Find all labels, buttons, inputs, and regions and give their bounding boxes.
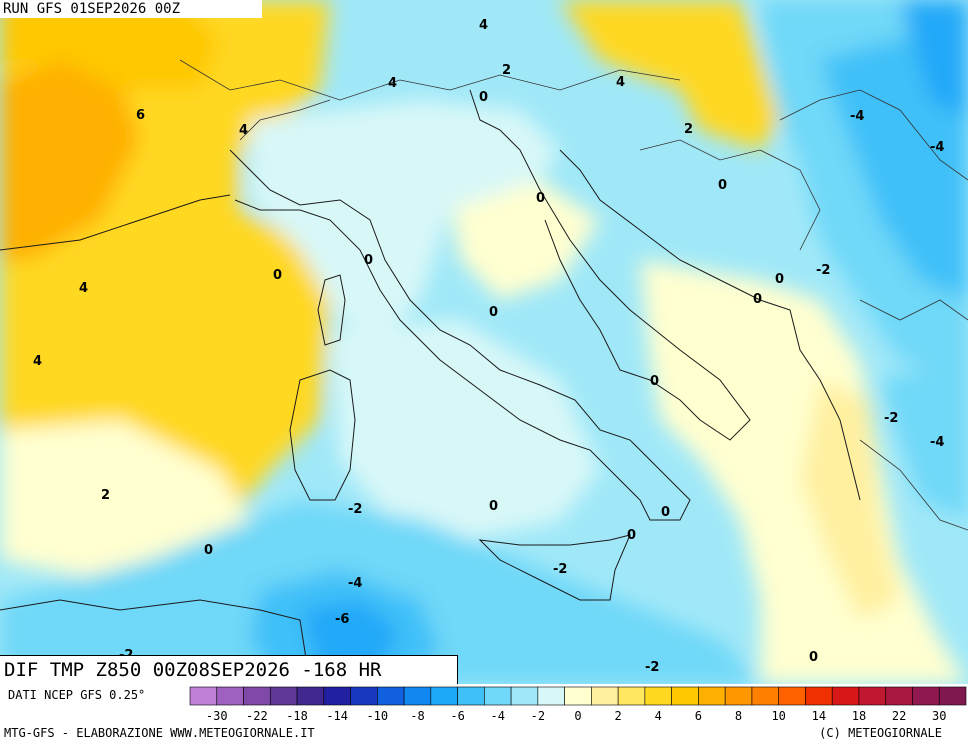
legend-swatch <box>484 686 512 706</box>
contour-label: 0 <box>536 191 545 206</box>
contour-label: -2 <box>553 562 567 577</box>
contour-label: 4 <box>616 75 625 90</box>
legend-tick-label: 18 <box>852 709 866 723</box>
legend-tick-label: 4 <box>655 709 662 723</box>
run-title: RUN GFS 01SEP2026 00Z <box>0 0 262 18</box>
legend-tick-label: -22 <box>246 709 268 723</box>
legend-swatch <box>938 686 967 706</box>
legend-swatch <box>243 686 271 706</box>
legend-tick-label: -8 <box>410 709 424 723</box>
credits-left: MTG-GFS - ELABORAZIONE WWW.METEOGIORNALE… <box>4 726 315 740</box>
contour-label-extra: 0 <box>627 528 636 543</box>
legend-swatch <box>858 686 887 706</box>
legend-tick-label: -4 <box>490 709 504 723</box>
contour-label: -2 <box>348 502 362 517</box>
legend-swatch <box>350 686 378 706</box>
legend-tick-label: 8 <box>735 709 742 723</box>
temperature-anomaly-map: 4 2 4 4 6 4 0 2 -4 -4 0 0 0 -2 0 0 4 4 0… <box>0 0 968 684</box>
legend-swatch <box>885 686 913 706</box>
legend-tick-label: 22 <box>892 709 906 723</box>
legend-swatch <box>323 686 351 706</box>
legend-swatch <box>216 686 244 706</box>
contour-label: 0 <box>775 272 784 287</box>
legend-bar: -30 -22 -18 -14 -10 -8 -6 -4 -2 0 2 4 6 8 10 14 18 22 30 <box>189 686 967 723</box>
legend-tick-label: 0 <box>574 709 581 723</box>
anomaly-field <box>0 0 968 684</box>
legend-swatch <box>510 686 539 706</box>
contour-label: 0 <box>809 650 818 665</box>
contour-label: 0 <box>364 253 373 268</box>
contour-label: -4 <box>348 576 362 591</box>
legend-swatch <box>269 686 298 706</box>
contour-label: -4 <box>930 140 944 155</box>
legend-swatch <box>564 686 592 706</box>
legend-swatch <box>912 686 940 706</box>
legend-swatch <box>591 686 619 706</box>
contour-label: 0 <box>718 178 727 193</box>
contour-labels: 4 2 4 4 6 4 0 2 -4 -4 0 0 0 -2 0 0 4 4 0… <box>33 18 944 675</box>
contour-label: 2 <box>684 122 693 137</box>
legend-swatch <box>403 686 432 706</box>
legend-tick-label: -30 <box>206 709 228 723</box>
legend-swatch <box>831 686 860 706</box>
legend-tick-label: -10 <box>366 709 388 723</box>
contour-label: 4 <box>239 123 248 138</box>
legend-tick-label: 2 <box>615 709 622 723</box>
contour-label: 0 <box>479 90 488 105</box>
contour-label: -4 <box>850 109 864 124</box>
legend-swatch <box>644 686 672 706</box>
legend-swatch <box>778 686 806 706</box>
borders <box>179 59 968 531</box>
legend-swatch <box>377 686 405 706</box>
legend-tick-label: -2 <box>531 709 545 723</box>
data-source-label: DATI NCEP GFS 0.25° <box>8 688 146 702</box>
contour-label: -6 <box>335 612 349 627</box>
legend-tick-label: 14 <box>812 709 826 723</box>
contour-label: 0 <box>661 505 670 520</box>
contour-label: 4 <box>479 18 488 33</box>
legend-tick-label: -14 <box>326 709 348 723</box>
legend-swatch <box>617 686 646 706</box>
legend-swatch <box>296 686 325 706</box>
legend-tick-label: 30 <box>932 709 946 723</box>
contour-label: -4 <box>930 435 944 450</box>
contour-label: 0 <box>753 292 762 307</box>
contour-label: 4 <box>33 354 42 369</box>
legend-swatch <box>537 686 565 706</box>
legend-swatch <box>751 686 779 706</box>
contour-label: -2 <box>645 660 659 675</box>
contour-label: 0 <box>273 268 282 283</box>
contour-label: 4 <box>388 76 397 91</box>
color-legend: -30 -22 -18 -14 -10 -8 -6 -4 -2 0 2 4 6 8 10 14 18 22 30 <box>0 684 968 745</box>
contour-label: 0 <box>650 374 659 389</box>
legend-swatch <box>457 686 485 706</box>
contour-label: 0 <box>489 499 498 514</box>
legend-swatch <box>189 686 218 706</box>
contour-label-extra: 0 <box>204 543 213 558</box>
contour-label: 4 <box>79 281 88 296</box>
legend-swatch <box>724 686 753 706</box>
contour-label: 2 <box>101 488 110 503</box>
coastlines <box>0 89 861 684</box>
contour-label: -2 <box>816 263 830 278</box>
contour-label: -2 <box>884 411 898 426</box>
contour-label: 2 <box>502 63 511 78</box>
legend-tick-label: 6 <box>695 709 702 723</box>
legend-tick-label: 10 <box>771 709 785 723</box>
legend-swatch <box>430 686 458 706</box>
contour-label: 6 <box>136 108 145 123</box>
field-title: DIF TMP Z850 00Z08SEP2026 -168 HR <box>0 655 458 684</box>
credits-right: (C) METEOGIORNALE <box>819 726 942 740</box>
contour-label: 0 <box>489 305 498 320</box>
legend-swatch <box>805 686 833 706</box>
legend-swatch <box>671 686 699 706</box>
legend-tick-label: -6 <box>450 709 464 723</box>
legend-swatch <box>698 686 726 706</box>
legend-tick-label: -18 <box>286 709 308 723</box>
